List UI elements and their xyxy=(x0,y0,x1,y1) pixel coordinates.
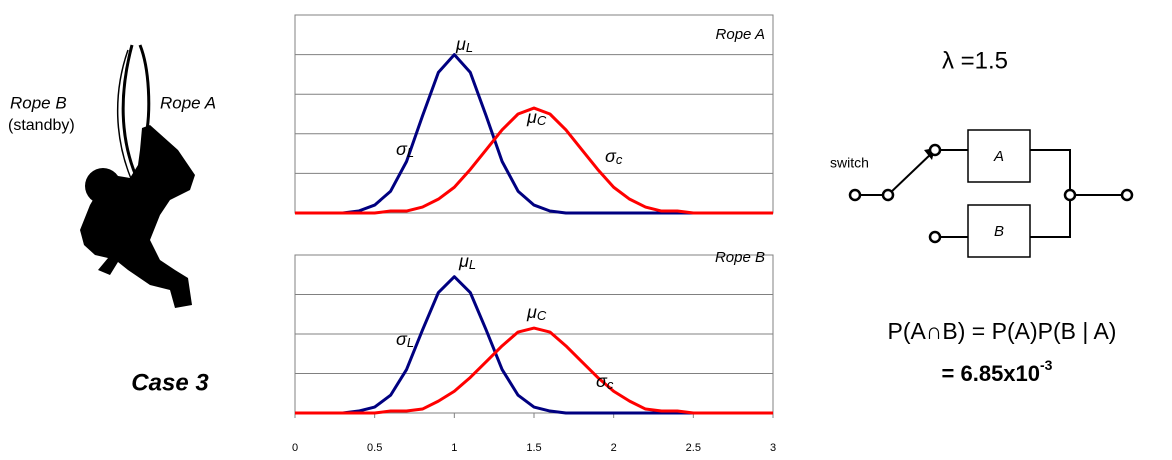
annotation-symbol: μ xyxy=(526,302,537,322)
lambda-label: λ =1.5 xyxy=(942,47,1008,74)
annotation-symbol: μ xyxy=(526,107,537,127)
x-tick-label: 0 xyxy=(292,442,298,454)
annotation-subscript: c xyxy=(607,377,614,392)
annotation-symbol: μ xyxy=(455,34,466,54)
annotation-symbol: σ xyxy=(396,329,408,349)
annotation-subscript: L xyxy=(469,257,476,272)
switch-diagram xyxy=(848,129,1134,258)
annotation-subscript: L xyxy=(407,145,414,160)
annotation-subscript: c xyxy=(616,152,623,167)
result-value: = 6.85x10 xyxy=(942,361,1040,386)
curve xyxy=(295,275,773,415)
rope-a-label: Rope A xyxy=(160,93,216,112)
annotation-subscript: C xyxy=(537,308,547,323)
annotation: σc xyxy=(605,146,623,168)
annotation-symbol: σ xyxy=(596,371,608,391)
x-tick-label: 2.5 xyxy=(686,442,701,454)
result-exponent: -3 xyxy=(1040,357,1053,373)
box-a-label: A xyxy=(993,148,1004,165)
annotation: μC xyxy=(526,302,547,324)
annotation: σL xyxy=(396,329,414,351)
annotation: μL xyxy=(458,251,476,273)
formula: P(A∩B) = P(A)P(B | A) xyxy=(888,318,1117,344)
annotation-symbol: μ xyxy=(458,251,469,271)
rope-b-label: Rope B xyxy=(10,93,67,112)
x-tick-label: 2 xyxy=(611,442,617,454)
x-tick-label: 3 xyxy=(770,442,776,454)
annotation-subscript: L xyxy=(466,40,473,55)
plot-frame xyxy=(294,14,774,214)
annotation-symbol: σ xyxy=(605,146,617,166)
switch-label: switch xyxy=(830,155,869,171)
chart-label: Rope B xyxy=(715,249,765,266)
standby-label: (standby) xyxy=(8,117,75,134)
annotation: μC xyxy=(526,107,547,129)
annotation-subscript: L xyxy=(407,335,414,350)
annotation-subscript: C xyxy=(537,113,547,128)
chart-label: Rope A xyxy=(716,26,765,43)
x-tick-label: 1.5 xyxy=(526,442,541,454)
annotation-symbol: σ xyxy=(396,139,408,159)
annotation: μL xyxy=(455,34,473,56)
curve xyxy=(295,106,773,215)
box-b-label: B xyxy=(994,223,1004,240)
annotation: σc xyxy=(596,371,614,393)
case-label: Case 3 xyxy=(131,369,209,396)
result: = 6.85x10-3 xyxy=(942,357,1053,386)
x-tick-label: 1 xyxy=(451,442,457,454)
x-tick-label: 0.5 xyxy=(367,442,382,454)
climber-illustration xyxy=(80,44,195,308)
annotation: σL xyxy=(396,139,414,161)
curve xyxy=(295,326,773,415)
